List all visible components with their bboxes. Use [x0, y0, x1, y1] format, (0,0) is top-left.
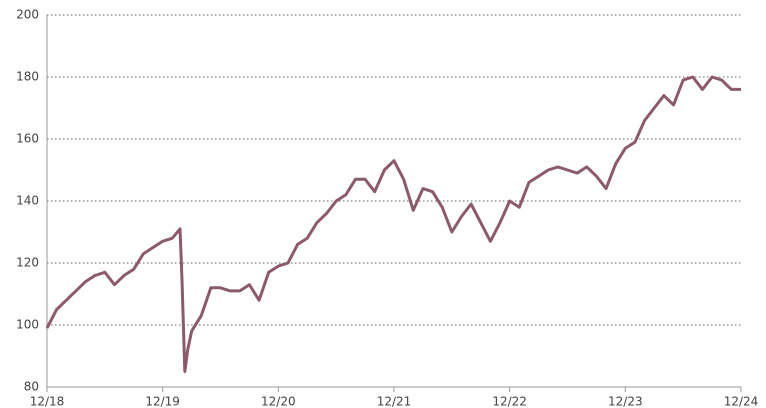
- y-tick-label: 100: [16, 318, 39, 332]
- x-tick-label: 12/24: [724, 395, 759, 408]
- y-tick-label: 160: [16, 132, 39, 146]
- y-tick-label: 200: [16, 8, 39, 22]
- data-line: [45, 75, 741, 373]
- y-tick-label: 120: [16, 256, 39, 270]
- x-tick-label: 12/18: [30, 395, 65, 408]
- y-tick-label: 180: [16, 70, 39, 84]
- x-tick-label: 12/23: [608, 395, 643, 408]
- x-tick-label: 12/22: [492, 395, 527, 408]
- x-tick-label: 12/19: [145, 395, 180, 408]
- x-tick-label: 12/20: [261, 395, 296, 408]
- y-tick-label: 140: [16, 194, 39, 208]
- y-tick-label: 80: [24, 380, 39, 394]
- x-tick-label: 12/21: [377, 395, 412, 408]
